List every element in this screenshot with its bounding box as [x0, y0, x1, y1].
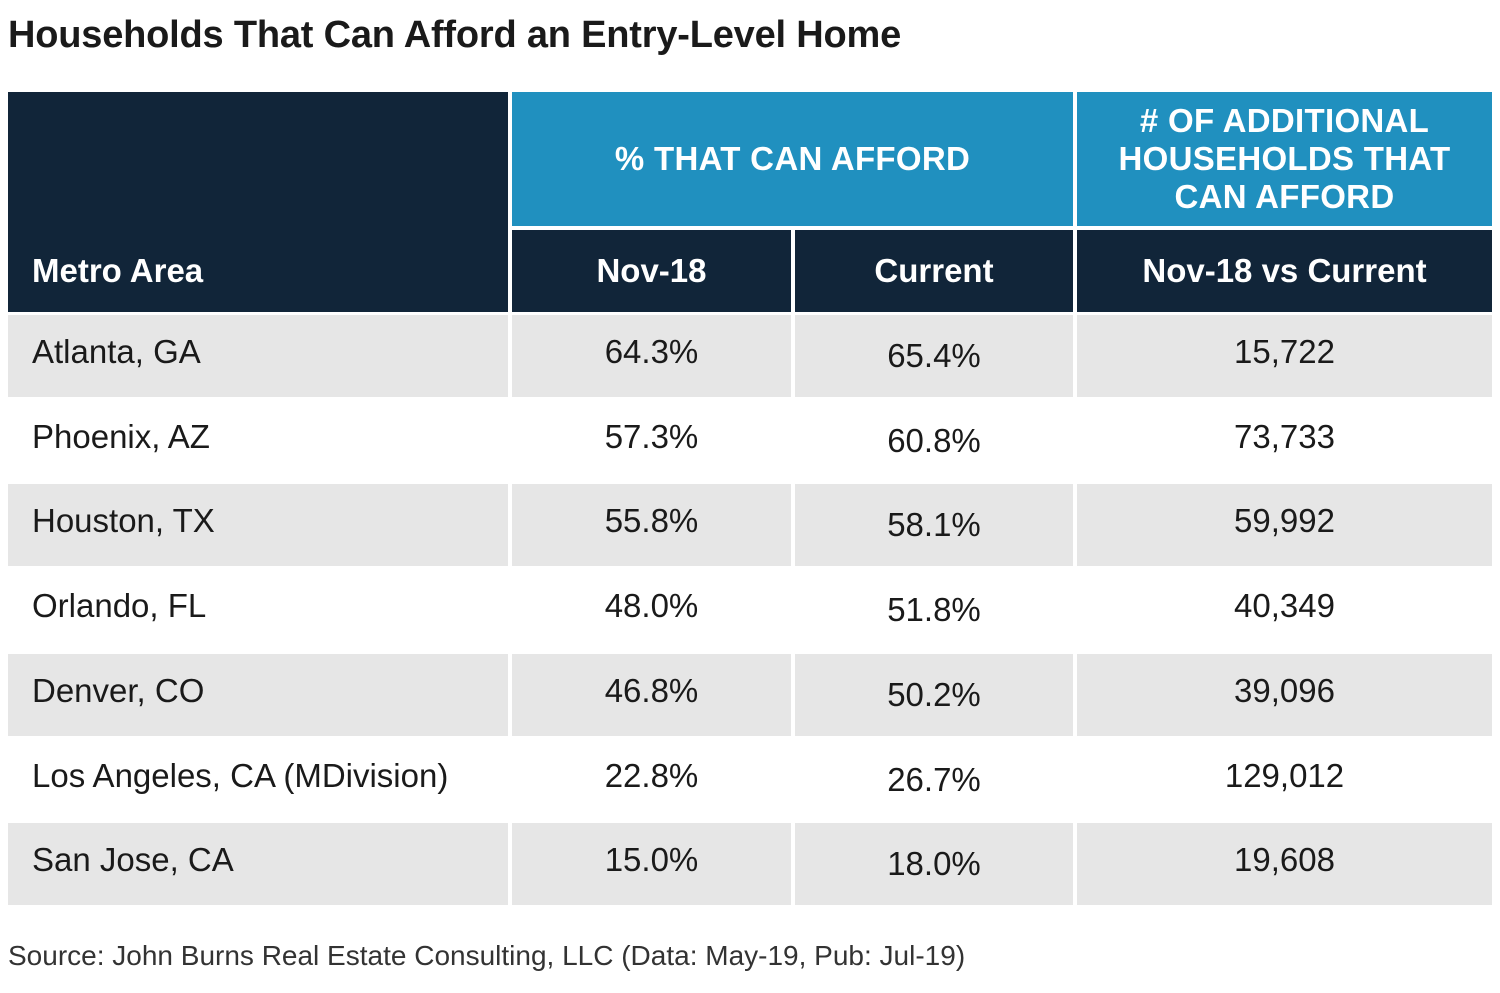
- cell-nov18: 22.8%: [604, 756, 699, 794]
- source-note: Source: John Burns Real Estate Consultin…: [8, 940, 966, 971]
- header-nov18: Nov-18: [512, 230, 791, 312]
- table-row: [8, 399, 1492, 482]
- cell-nov18: 46.8%: [604, 671, 699, 709]
- cell-current: 60.8%: [887, 421, 981, 459]
- cell-nov18: 48.0%: [604, 587, 699, 625]
- table-row: [8, 484, 1492, 567]
- cell-additional: 129,012: [1224, 756, 1345, 794]
- cell-metro: Houston, TX: [32, 502, 215, 540]
- table-row: [8, 569, 1492, 652]
- cell-metro: Denver, CO: [32, 671, 205, 709]
- header-group-pct-afford-label: % THAT CAN AFFORD: [614, 140, 971, 177]
- cell-additional: 19,608: [1234, 841, 1335, 879]
- cell-current: 26.7%: [887, 760, 981, 798]
- cell-current: 58.1%: [887, 506, 981, 544]
- cell-metro: Atlanta, GA: [32, 333, 201, 370]
- column-divider: [1073, 315, 1077, 908]
- table-row: [8, 653, 1492, 736]
- header-nov18-label: Nov-18: [596, 252, 707, 289]
- cell-metro: Orlando, FL: [32, 587, 207, 625]
- table-title: Households That Can Afford an Entry-Leve…: [8, 14, 902, 56]
- cell-additional: 15,722: [1234, 333, 1335, 370]
- header-group-additional-households: # OF ADDITIONAL HOUSEHOLDS THAT CAN AFFO…: [1077, 92, 1492, 226]
- cell-nov18: 57.3%: [604, 417, 699, 455]
- header-group-additional-households-label: # OF ADDITIONAL HOUSEHOLDS THAT CAN AFFO…: [1118, 102, 1451, 215]
- cell-additional: 73,733: [1234, 417, 1335, 455]
- cell-nov18: 64.3%: [604, 333, 699, 370]
- cell-nov18: 15.0%: [604, 841, 699, 879]
- header-group-pct-afford: % THAT CAN AFFORD: [512, 92, 1073, 226]
- header-metro-area-label: Metro Area: [32, 252, 204, 289]
- header-current: Current: [795, 230, 1073, 312]
- column-divider: [791, 315, 795, 908]
- cell-current: 50.2%: [887, 675, 981, 713]
- cell-metro: Phoenix, AZ: [32, 417, 210, 455]
- header-nov18-vs-current-label: Nov-18 vs Current: [1142, 252, 1427, 289]
- cell-additional: 40,349: [1234, 587, 1335, 625]
- header-metro-area: Metro Area: [8, 92, 508, 312]
- header-current-label: Current: [874, 252, 994, 289]
- cell-current: 18.0%: [887, 845, 981, 883]
- cell-metro: Los Angeles, CA (MDivision): [32, 756, 449, 794]
- cell-current: 51.8%: [887, 591, 981, 629]
- cell-current: 65.4%: [887, 337, 981, 374]
- cell-additional: 39,096: [1234, 671, 1335, 709]
- table-row: [8, 823, 1492, 906]
- column-divider: [508, 315, 512, 908]
- table-row: [8, 315, 1492, 397]
- cell-metro: San Jose, CA: [32, 841, 234, 879]
- cell-nov18: 55.8%: [604, 502, 699, 540]
- header-nov18-vs-current: Nov-18 vs Current: [1077, 230, 1492, 312]
- table-row: [8, 738, 1492, 821]
- cell-additional: 59,992: [1234, 502, 1335, 540]
